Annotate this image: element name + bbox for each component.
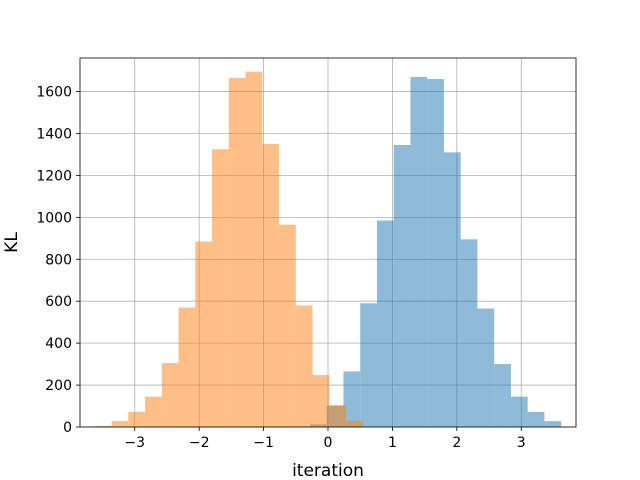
- histogram-bar-series-1: [527, 411, 545, 427]
- histogram-bar-series-1: [494, 364, 511, 427]
- histogram-bar-series-2: [128, 411, 146, 427]
- histogram-bar-series-2: [111, 421, 129, 427]
- histogram-bar-series-2: [329, 404, 347, 427]
- histogram-bar-series-1: [360, 303, 377, 427]
- histogram-bar-series-1: [393, 145, 411, 427]
- histogram-bar-series-2: [262, 143, 280, 428]
- x-tick-label: −1: [253, 435, 274, 451]
- histogram-bar-series-2: [312, 375, 330, 427]
- y-tick-label: 600: [45, 294, 72, 310]
- histogram-bar-series-1: [427, 78, 444, 427]
- histogram-bar-series-2: [145, 396, 162, 427]
- y-axis-ticks: 0 200 400 600 800 1000 1200 1400 1600: [36, 85, 80, 436]
- histogram-bar-series-1: [510, 396, 528, 427]
- histogram-bars: [94, 71, 562, 428]
- histogram-bar-series-2: [228, 77, 246, 428]
- histogram-bar-series-2: [346, 420, 363, 427]
- y-axis-label: KL: [2, 232, 22, 253]
- histogram-bar-series-2: [161, 363, 179, 427]
- x-tick-label: −2: [189, 435, 210, 451]
- x-tick-label: 1: [388, 435, 397, 451]
- y-tick-label: 0: [63, 420, 72, 436]
- histogram-bar-series-2: [245, 71, 263, 427]
- histogram-bar-series-1: [410, 76, 428, 427]
- histogram-bar-series-2: [212, 149, 229, 427]
- x-tick-label: 3: [517, 435, 526, 451]
- histogram-bar-series-2: [94, 425, 112, 427]
- y-tick-label: 400: [45, 336, 72, 352]
- histogram-bar-series-2: [279, 224, 296, 427]
- y-tick-label: 1400: [36, 126, 72, 142]
- y-tick-label: 1200: [36, 168, 72, 184]
- x-tick-label: 2: [452, 435, 461, 451]
- y-tick-label: 800: [45, 252, 72, 268]
- histogram-bar-series-1: [443, 152, 461, 427]
- histogram-bar-series-1: [460, 239, 478, 427]
- histogram-bar-series-1: [477, 308, 495, 427]
- x-axis-ticks: −3 −2 −1 0 1 2 3: [124, 427, 526, 451]
- y-tick-label: 1600: [36, 85, 72, 101]
- histogram-bar-series-2: [295, 305, 313, 427]
- histogram-bar-series-1: [376, 220, 394, 427]
- y-tick-label: 200: [45, 378, 72, 394]
- x-tick-label: 0: [324, 435, 333, 451]
- y-tick-label: 1000: [36, 210, 72, 226]
- histogram-bar-series-2: [178, 307, 196, 427]
- x-axis-label: iteration: [292, 461, 364, 480]
- x-tick-label: −3: [124, 435, 145, 451]
- histogram-bar-series-1: [343, 371, 361, 427]
- histogram-bar-series-1: [544, 421, 562, 427]
- histogram-bar-series-2: [195, 241, 213, 427]
